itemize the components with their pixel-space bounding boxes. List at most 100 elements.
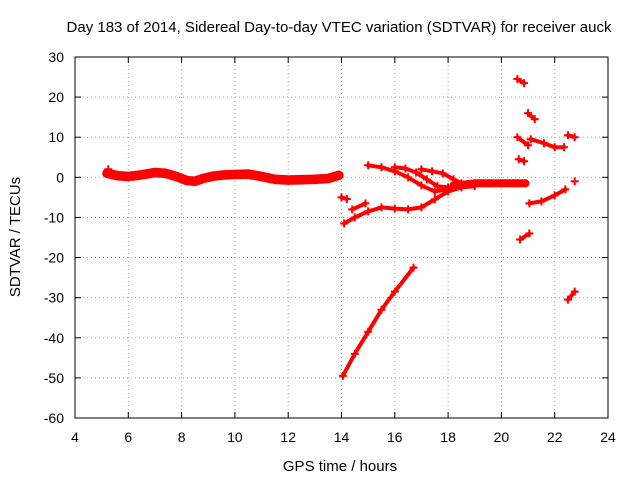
- data-point: [342, 194, 351, 203]
- data-point: [401, 164, 410, 173]
- data-point: [510, 179, 519, 188]
- data-point: [550, 191, 559, 200]
- data-point: [364, 327, 373, 336]
- data-point: [340, 219, 349, 228]
- series-diagonal-track: [338, 263, 418, 380]
- data-point: [564, 295, 573, 304]
- series-isolated-points: [104, 165, 579, 186]
- data-point: [190, 177, 199, 186]
- series-main-track: [102, 167, 344, 187]
- data-point: [284, 176, 293, 185]
- y-tick-label: -10: [44, 209, 64, 225]
- data-point: [390, 204, 399, 213]
- data-point: [137, 170, 146, 179]
- data-point: [570, 177, 579, 186]
- data-point: [513, 133, 522, 142]
- data-point: [438, 169, 447, 178]
- data-point: [526, 135, 535, 144]
- data-point: [530, 115, 539, 124]
- data-point: [430, 195, 439, 204]
- x-tick-label: 8: [178, 429, 186, 445]
- data-point: [449, 181, 458, 190]
- data-point: [364, 207, 373, 216]
- data-point: [404, 205, 413, 214]
- data-point: [198, 174, 207, 183]
- data-point: [570, 133, 579, 142]
- series-short-fragments: [337, 75, 579, 304]
- x-tick-label: 16: [387, 429, 403, 445]
- data-point: [524, 141, 533, 150]
- x-axis-label: GPS time / hours: [283, 458, 397, 475]
- y-tick-label: -50: [44, 370, 64, 386]
- data-point: [521, 179, 530, 188]
- data-point: [390, 163, 399, 172]
- series-late-cluster: [449, 179, 530, 190]
- data-point: [550, 143, 559, 152]
- series-path: [527, 187, 568, 206]
- data-point: [257, 172, 266, 181]
- data-point: [377, 305, 386, 314]
- data-point: [377, 203, 386, 212]
- data-point: [310, 175, 319, 184]
- data-point: [497, 179, 506, 188]
- data-point: [324, 174, 333, 183]
- data-point: [377, 163, 386, 172]
- data-point: [525, 199, 534, 208]
- data-point: [460, 180, 469, 189]
- data-point: [338, 371, 347, 380]
- data-point: [244, 170, 253, 179]
- data-point: [417, 165, 426, 174]
- data-point: [172, 172, 181, 181]
- data-point: [525, 229, 534, 238]
- series-upper-loop-b: [390, 163, 453, 192]
- data-point: [430, 187, 439, 196]
- chart-title: Day 183 of 2014, Sidereal Day-to-day VTE…: [67, 19, 612, 36]
- data-point: [560, 143, 569, 152]
- y-tick-label: 10: [48, 129, 64, 145]
- data-point: [484, 179, 493, 188]
- data-point: [150, 168, 159, 177]
- data-point: [364, 161, 373, 170]
- data-point: [537, 197, 546, 206]
- x-tick-label: 14: [334, 429, 350, 445]
- data-point: [564, 131, 573, 140]
- data-point: [520, 157, 529, 166]
- data-point: [297, 175, 306, 184]
- data-point: [334, 171, 343, 180]
- data-point: [561, 185, 570, 194]
- y-axis-label: SDTVAR / TECUs: [7, 177, 24, 297]
- data-point: [417, 203, 426, 212]
- data-point: [348, 205, 357, 214]
- series-path: [528, 137, 566, 150]
- y-tick-label: -20: [44, 250, 64, 266]
- data-point: [350, 349, 359, 358]
- series-path: [340, 265, 416, 378]
- y-tick-label: -60: [44, 410, 64, 426]
- data-layer: [102, 75, 579, 380]
- axis-layer: 4 6 8 10 12 14 16 18 20 22 24 -60 -50 -40 -30 -20 -10 0 10…: [44, 49, 616, 445]
- data-point: [209, 172, 218, 181]
- data-point: [161, 169, 170, 178]
- x-tick-label: 12: [280, 429, 296, 445]
- data-point: [409, 263, 418, 272]
- data-point: [104, 165, 113, 174]
- data-point: [514, 155, 523, 164]
- x-tick-label: 20: [494, 429, 510, 445]
- data-point: [516, 235, 525, 244]
- data-point: [337, 193, 346, 202]
- data-point: [422, 175, 431, 184]
- x-tick-label: 18: [440, 429, 456, 445]
- data-point: [113, 171, 122, 180]
- data-point: [412, 168, 421, 177]
- data-point: [350, 213, 359, 222]
- data-point: [417, 181, 426, 190]
- data-point: [182, 176, 191, 185]
- x-tick-label: 4: [71, 429, 79, 445]
- data-point: [361, 199, 370, 208]
- series-path: [518, 231, 532, 242]
- y-tick-label: 20: [48, 89, 64, 105]
- data-point: [220, 170, 229, 179]
- data-point: [230, 170, 239, 179]
- x-tick-label: 6: [124, 429, 132, 445]
- data-point: [428, 167, 437, 176]
